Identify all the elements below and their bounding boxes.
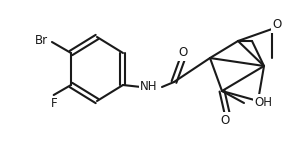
Text: O: O [178,47,188,60]
Text: O: O [272,18,282,31]
Text: OH: OH [254,95,272,109]
Text: NH: NH [140,81,158,93]
Text: F: F [50,97,57,110]
Text: Br: Br [35,35,48,48]
Text: O: O [220,114,230,126]
